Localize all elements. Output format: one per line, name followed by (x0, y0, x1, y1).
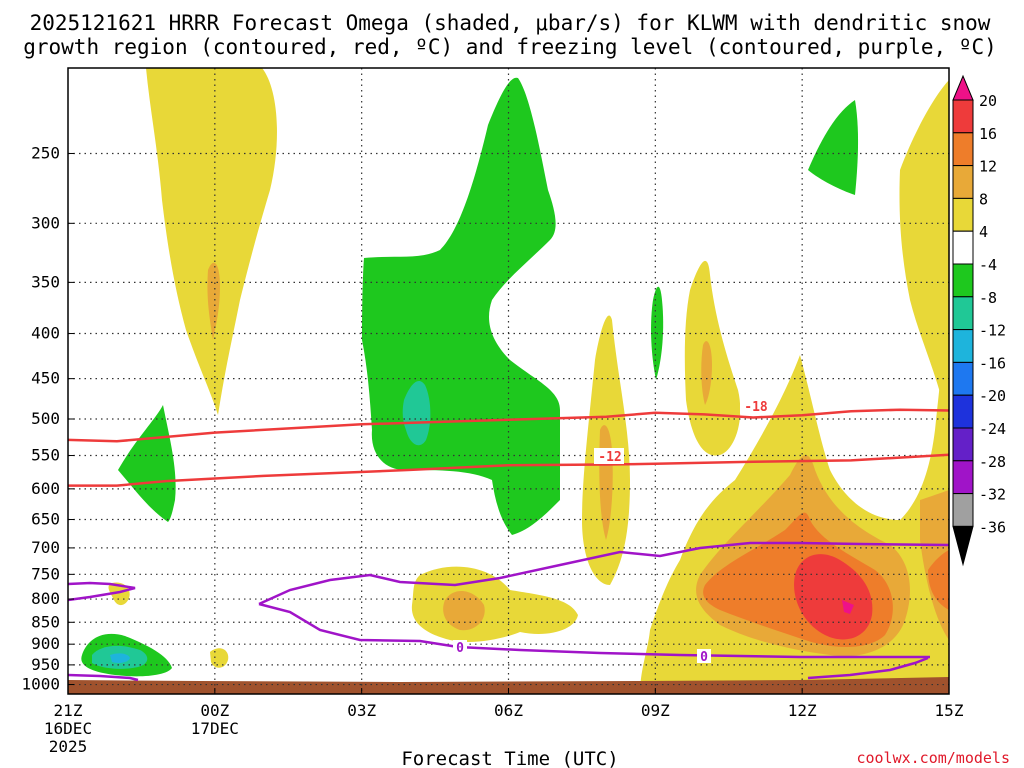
colorbar-segment (952, 394, 974, 429)
x-tick-label: 12Z (788, 701, 817, 720)
colorbar-label: -4 (979, 256, 997, 274)
freezing-level-contour (68, 581, 136, 602)
colorbar-top-arrow (952, 74, 974, 101)
colorbar-label: 12 (979, 158, 997, 176)
omega-descent-core (110, 653, 130, 663)
x-tick-date: 16DEC (44, 719, 92, 738)
colorbar-label: 20 (979, 92, 997, 110)
x-tick-label: 03Z (347, 701, 376, 720)
y-tick-label: 550 (31, 446, 60, 465)
colorbar-label: 8 (979, 190, 988, 208)
omega-descent-region (118, 405, 176, 522)
freezing-level-contour (258, 602, 930, 659)
colorbar-segment (952, 197, 974, 232)
x-axis-label: Forecast Time (UTC) (401, 748, 618, 768)
y-tick-label: 600 (31, 479, 60, 498)
y-tick-label: 700 (31, 538, 60, 557)
dgz-minus12-contour (68, 453, 949, 487)
omega-ascent-region (443, 590, 485, 631)
colorbar-segment (952, 427, 974, 462)
x-tick-label: 15Z (935, 701, 964, 720)
freezing-level-contour (807, 656, 929, 680)
colorbar-segment (952, 361, 974, 396)
x-tick-label: 09Z (641, 701, 670, 720)
y-tick-label: 800 (31, 589, 60, 608)
colorbar-label: -24 (979, 420, 1006, 438)
colorbar-segment (952, 230, 974, 265)
y-tick-label: 300 (31, 213, 60, 232)
contour-label-minus12: -12 (598, 450, 621, 465)
colorbar-segment (952, 263, 974, 298)
omega-ascent-region (701, 341, 712, 405)
chart-title-line1: 2025121621 HRRR Forecast Omega (shaded, … (30, 11, 991, 35)
omega-descent-region (402, 380, 431, 446)
freezing-level-contour (68, 673, 139, 682)
contour-label-minus18: -18 (744, 400, 768, 415)
colorbar-label: -32 (979, 486, 1006, 504)
colorbar-segment (952, 296, 974, 331)
x-tick-date: 17DEC (191, 719, 239, 738)
colorbar-bottom-arrow (952, 525, 974, 567)
credit-link[interactable]: coolwx.com/models (856, 749, 1010, 767)
y-tick-label: 750 (31, 564, 60, 583)
omega-ascent-region (928, 550, 949, 610)
y-tick-label: 400 (31, 324, 60, 343)
colorbar-segment (952, 493, 974, 527)
y-tick-label: 500 (31, 409, 60, 428)
y-tick-label: 900 (31, 634, 60, 653)
colorbar-label: -20 (979, 387, 1006, 405)
omega-ascent-region (684, 260, 741, 456)
colorbar-segment (952, 329, 974, 363)
omega-ascent-region (899, 80, 949, 430)
x-tick-year: 2025 (49, 737, 88, 756)
contour-label-0: 0 (456, 641, 464, 656)
y-tick-label: 350 (31, 272, 60, 291)
omega-ascent-region (146, 68, 277, 415)
plot-area: -18 -12 0 0 (68, 68, 949, 694)
y-tick-label: 950 (31, 655, 60, 674)
contour-label-0: 0 (700, 650, 708, 665)
colorbar-segment (952, 99, 974, 134)
y-axis: 250 300 350 400 450 500 550 600 650 700 750 800 850 9… (21, 143, 74, 694)
contour-labels: -18 -12 0 0 (453, 398, 770, 665)
omega-descent-region (808, 100, 859, 195)
colorbar-label: -28 (979, 453, 1006, 471)
colorbar-label: -8 (979, 289, 997, 307)
colorbar: 20 16 12 8 4 -4 -8 -12 -16 -20 -24 -28 -32 -36 (952, 74, 1006, 567)
colorbar-label: 16 (979, 125, 997, 143)
x-tick-label: 21Z (54, 701, 83, 720)
colorbar-label: -36 (979, 518, 1006, 536)
colorbar-label: -16 (979, 354, 1006, 372)
colorbar-label: -12 (979, 322, 1006, 340)
colorbar-segment (952, 132, 974, 167)
colorbar-segment (952, 460, 974, 495)
y-tick-label: 1000 (21, 675, 60, 694)
contour-lines (68, 408, 949, 682)
y-tick-label: 650 (31, 510, 60, 529)
freezing-level-contour (258, 541, 949, 606)
y-tick-label: 850 (31, 612, 60, 631)
colorbar-label: 4 (979, 223, 988, 241)
omega-ascent-core (842, 600, 854, 614)
omega-ascent-region (794, 554, 873, 640)
chart-title-line2: growth region (contoured, red, ºC) and f… (23, 35, 997, 59)
x-tick-label: 06Z (494, 701, 523, 720)
colorbar-segment (952, 165, 974, 199)
y-tick-label: 450 (31, 369, 60, 388)
y-tick-label: 250 (31, 143, 60, 162)
x-tick-label: 00Z (200, 701, 229, 720)
dgz-minus18-contour (68, 408, 949, 443)
